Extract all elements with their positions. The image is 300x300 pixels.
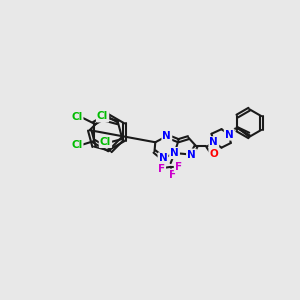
- Text: N: N: [187, 150, 196, 160]
- Text: N: N: [170, 148, 179, 158]
- Text: N: N: [159, 153, 167, 164]
- Text: Cl: Cl: [71, 140, 82, 150]
- Text: Cl: Cl: [97, 111, 108, 122]
- Text: F: F: [158, 164, 165, 174]
- Text: N: N: [163, 131, 171, 141]
- Text: N: N: [209, 137, 218, 147]
- Text: Cl: Cl: [100, 137, 111, 147]
- Text: N: N: [225, 130, 234, 140]
- Text: F: F: [175, 162, 182, 172]
- Text: F: F: [169, 169, 177, 180]
- Text: Cl: Cl: [71, 112, 82, 122]
- Text: O: O: [209, 149, 218, 159]
